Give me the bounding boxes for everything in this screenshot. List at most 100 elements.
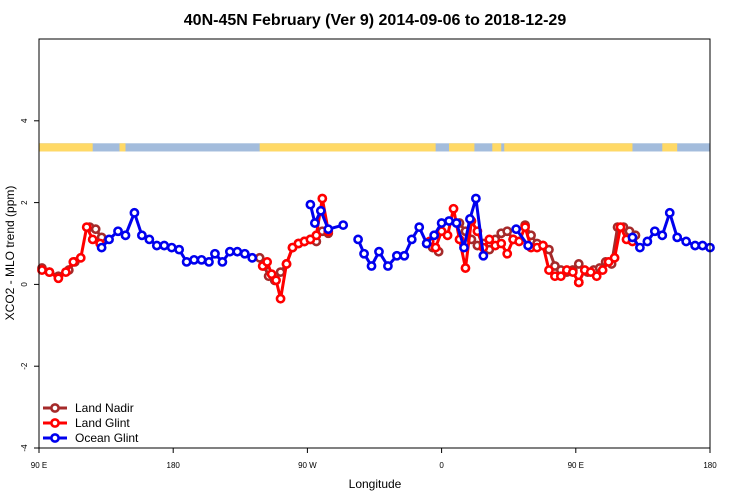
legend-item-ocean-glint: Ocean Glint xyxy=(43,431,139,445)
ocean-glint-point xyxy=(113,226,123,237)
plot-frame xyxy=(38,38,711,449)
land-glint-point xyxy=(538,240,548,251)
land-glint-point xyxy=(567,267,578,278)
y-tick-label: 4 xyxy=(20,118,29,123)
ocean-glint-point xyxy=(104,234,114,245)
ocean-glint-point xyxy=(136,230,147,241)
land-nadir-point xyxy=(502,226,513,237)
ocean-glint-point xyxy=(690,240,700,251)
land-glint-point xyxy=(442,230,453,241)
ocean-glint-point xyxy=(315,205,326,216)
ocean-glint-point xyxy=(470,193,481,204)
land-glint-point xyxy=(44,267,55,278)
ocean-glint-point xyxy=(232,246,243,257)
ocean-glint-point xyxy=(383,261,393,271)
ocean-glint-point xyxy=(523,240,533,251)
land-glint-point xyxy=(544,265,554,275)
ocean-glint-point xyxy=(635,242,645,253)
x-axis-ticks: 90 E 180 90 W 0 90 E 180 xyxy=(31,448,717,470)
ocean-glint-point xyxy=(151,240,162,251)
ocean-glint-point xyxy=(174,244,185,255)
land-mask-segment xyxy=(119,143,126,152)
y-tick-label: 0 xyxy=(20,282,29,287)
land-glint-point xyxy=(555,271,566,282)
ocean-glint-point xyxy=(144,234,155,245)
land-glint-point xyxy=(275,293,286,304)
land-glint-point xyxy=(573,277,584,288)
ocean-glint-point xyxy=(374,246,384,257)
y-tick-label: -4 xyxy=(20,444,29,452)
legend-swatch-marker xyxy=(50,418,60,428)
land-glint-point xyxy=(430,242,441,253)
series-ocean-glint xyxy=(96,193,715,271)
y-axis-ticks: -4 -2 0 2 4 xyxy=(20,118,39,452)
land-mask-segment xyxy=(39,143,93,152)
land-nadir-point xyxy=(573,259,584,269)
ocean-glint-point xyxy=(247,252,258,263)
legend-swatch-marker xyxy=(50,403,60,413)
ocean-glint-point xyxy=(478,250,489,261)
ocean-glint-point xyxy=(196,254,207,265)
ocean-glint-point xyxy=(459,242,469,253)
land-nadir-point xyxy=(275,267,286,278)
land-glint-point xyxy=(317,193,328,204)
land-glint-point xyxy=(87,234,98,245)
legend-label: Land Nadir xyxy=(75,401,134,415)
ocean-glint-point xyxy=(353,234,363,245)
land-glint-point xyxy=(68,257,79,267)
series-land-glint xyxy=(37,193,638,304)
ocean-glint-point xyxy=(181,257,192,267)
ocean-glint-point xyxy=(421,238,432,249)
ocean-glint-point xyxy=(511,224,522,235)
ocean-glint-point xyxy=(204,257,214,267)
ocean-glint-point xyxy=(323,224,334,235)
x-tick-label: 0 xyxy=(439,461,444,470)
ocean-glint-point xyxy=(189,254,199,265)
y-axis-label: XCO2 - MLO trend (ppm) xyxy=(3,186,17,321)
land-glint-point xyxy=(81,222,92,233)
land-mask-segment xyxy=(492,143,502,152)
ocean-glint-point xyxy=(391,250,402,261)
land-glint-point xyxy=(484,234,495,245)
land-glint-point xyxy=(615,222,626,233)
land-glint-point xyxy=(60,267,71,278)
land-glint-point xyxy=(520,222,531,233)
land-glint-point xyxy=(591,271,602,282)
ocean-glint-point xyxy=(359,248,369,259)
ocean-glint-point xyxy=(399,250,410,261)
ocean-glint-point xyxy=(217,257,228,267)
ocean-glint-point xyxy=(338,220,349,230)
y-tick-label: -2 xyxy=(20,362,29,370)
ocean-glint-point xyxy=(159,240,170,251)
land-ocean-bar xyxy=(39,143,710,152)
x-tick-label: 90 W xyxy=(298,461,317,470)
series-layer xyxy=(37,193,715,304)
ocean-glint-point xyxy=(366,261,377,271)
ocean-glint-point xyxy=(697,240,708,251)
ocean-glint-point xyxy=(166,242,177,253)
ocean-glint-point xyxy=(305,199,316,210)
ocean-glint-point xyxy=(414,222,425,233)
ocean-glint-point xyxy=(239,248,250,259)
land-glint-point xyxy=(266,269,277,280)
ocean-glint-point xyxy=(120,230,131,241)
ocean-glint-point xyxy=(309,218,320,228)
ocean-glint-point xyxy=(657,230,668,241)
ocean-glint-point xyxy=(465,214,475,224)
land-mask-segment xyxy=(449,143,475,152)
land-mask-segment xyxy=(662,143,678,152)
legend-label: Ocean Glint xyxy=(75,431,139,445)
ocean-glint-point xyxy=(210,248,220,259)
land-glint-point xyxy=(262,257,273,267)
ocean-glint-point xyxy=(429,230,440,241)
ocean-glint-point xyxy=(96,242,107,253)
x-tick-label: 180 xyxy=(167,461,181,470)
land-glint-point xyxy=(311,230,322,241)
x-axis-label: Longitude xyxy=(349,477,402,491)
ocean-glint-point xyxy=(444,216,454,226)
land-glint-point xyxy=(609,252,620,263)
legend-label: Land Glint xyxy=(75,416,130,430)
land-glint-point xyxy=(448,203,459,214)
ocean-glint-point xyxy=(649,226,660,237)
